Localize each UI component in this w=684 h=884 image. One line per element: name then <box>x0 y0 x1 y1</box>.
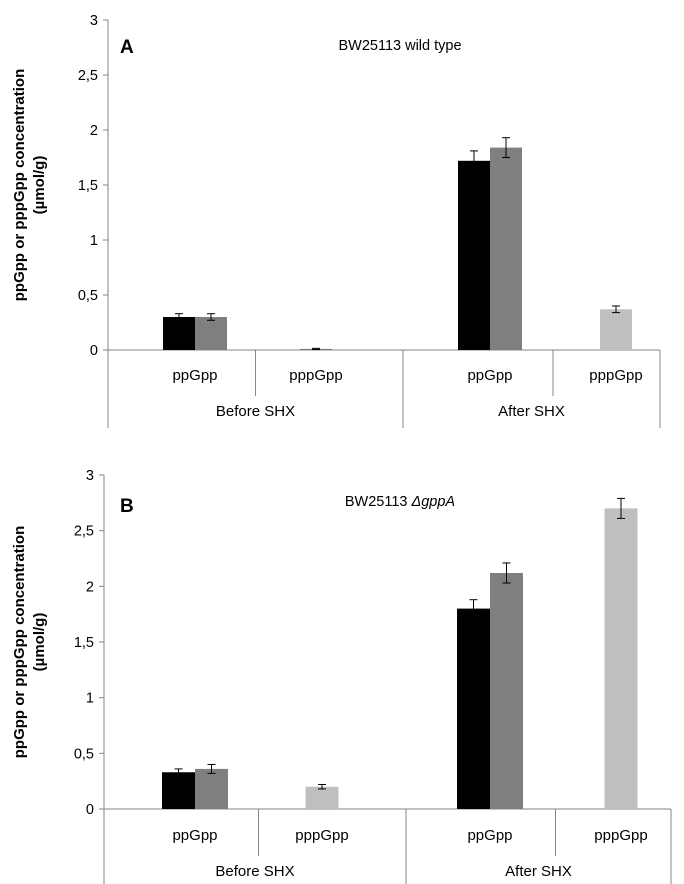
chart-panel-a: 0 0,5 1 1,5 2 2,5 3 ppGpp pppGpp ppGpp pppGpp Befor… <box>11 13 661 428</box>
category-label: ppGpp <box>467 827 512 844</box>
y-tick-label: 1 <box>86 691 94 707</box>
y-tick-label: 0 <box>86 802 94 818</box>
panel-label: B <box>120 496 134 517</box>
bar <box>162 772 195 809</box>
chart-title-text: BW25113 <box>345 494 412 510</box>
category-label: pppGpp <box>289 367 342 384</box>
bar <box>458 160 490 350</box>
y-axis-label-line1: ppGpp or pppGpp concentration <box>11 69 28 301</box>
category-label: pppGpp <box>295 827 348 844</box>
y-tick-label: 3 <box>86 468 94 484</box>
bar <box>604 508 638 809</box>
y-axis-label: ppGpp or pppGpp concentration (µmol/g) <box>11 69 48 301</box>
bar <box>195 317 227 350</box>
chart-panel-b: 0 0,5 1 1,5 2 2,5 3 ppGpp pppGpp ppGpp pppGpp Befor… <box>11 468 672 884</box>
chart-title-text: BW25113 wild type <box>338 38 461 54</box>
bar <box>457 608 490 809</box>
y-tick-label: 0 <box>90 343 98 359</box>
y-tick-label: 3 <box>90 13 98 29</box>
chart-title: BW25113 wild type <box>338 38 461 54</box>
y-axis-label-line2: (µmol/g) <box>31 613 48 672</box>
bar <box>600 309 632 350</box>
group-label: Before SHX <box>215 863 294 880</box>
category-label: ppGpp <box>172 367 217 384</box>
group-label: Before SHX <box>216 403 295 420</box>
bar <box>163 317 195 350</box>
bar <box>195 768 228 809</box>
y-tick-label: 1,5 <box>78 178 98 194</box>
bar <box>305 786 339 809</box>
panel-label: A <box>120 37 134 58</box>
group-label: After SHX <box>498 403 565 420</box>
y-tick-label: 0,5 <box>74 746 94 762</box>
category-label: ppGpp <box>467 367 512 384</box>
category-label: pppGpp <box>589 367 642 384</box>
y-tick-label: 2,5 <box>78 68 98 84</box>
y-axis-label-line2: (µmol/g) <box>31 156 48 215</box>
chart-title: BW25113 ΔgppA <box>345 494 455 510</box>
chart-title-italic: ΔgppA <box>411 494 456 510</box>
y-tick-label: 2 <box>86 579 94 595</box>
y-tick-label: 2 <box>90 123 98 139</box>
y-axis-label: ppGpp or pppGpp concentration (µmol/g) <box>11 526 48 758</box>
y-tick-label: 0,5 <box>78 288 98 304</box>
category-label: pppGpp <box>594 827 647 844</box>
bar <box>490 147 522 350</box>
y-axis-label-line1: ppGpp or pppGpp concentration <box>11 526 28 758</box>
bar <box>490 572 523 809</box>
y-tick-label: 2,5 <box>74 524 94 540</box>
group-label: After SHX <box>505 863 572 880</box>
category-label: ppGpp <box>172 827 217 844</box>
y-tick-label: 1 <box>90 233 98 249</box>
y-tick-label: 1,5 <box>74 635 94 651</box>
